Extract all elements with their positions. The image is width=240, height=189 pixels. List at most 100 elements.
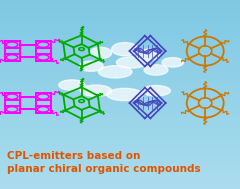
Bar <box>0 123 240 124</box>
Bar <box>0 43 240 44</box>
Bar <box>0 156 240 157</box>
Ellipse shape <box>142 85 170 96</box>
Bar <box>0 61 240 63</box>
Bar <box>0 176 240 178</box>
Ellipse shape <box>79 61 103 71</box>
Bar <box>0 28 240 30</box>
Bar <box>0 38 240 39</box>
Bar <box>0 183 240 184</box>
Bar <box>0 102 240 104</box>
Ellipse shape <box>138 49 160 60</box>
Ellipse shape <box>144 65 168 75</box>
Bar <box>0 175 240 176</box>
Bar <box>0 90 240 91</box>
Bar <box>0 146 240 148</box>
Bar <box>0 58 240 60</box>
Bar <box>0 80 240 82</box>
Bar <box>0 115 240 117</box>
Bar <box>0 117 240 118</box>
Bar <box>0 35 240 36</box>
Bar <box>0 33 240 35</box>
Bar <box>0 159 240 161</box>
Bar <box>0 169 240 170</box>
Bar <box>0 5 240 6</box>
Bar <box>0 25 240 27</box>
Bar <box>0 6 240 8</box>
Bar <box>0 109 240 110</box>
Bar <box>0 9 240 11</box>
Bar <box>0 162 240 164</box>
Ellipse shape <box>98 66 132 78</box>
Ellipse shape <box>80 85 112 96</box>
Bar <box>0 157 240 159</box>
Bar <box>0 96 240 98</box>
Bar <box>0 99 240 101</box>
Bar <box>0 20 240 22</box>
Bar <box>0 154 240 156</box>
Bar <box>0 187 240 189</box>
Bar <box>0 178 240 180</box>
Bar <box>0 65 240 66</box>
Bar <box>0 101 240 102</box>
Bar <box>0 22 240 24</box>
Bar <box>0 118 240 120</box>
Bar <box>0 94 240 96</box>
Bar <box>0 128 240 129</box>
Bar <box>0 32 240 33</box>
Bar <box>0 142 240 143</box>
Bar <box>0 104 240 105</box>
Bar <box>0 93 240 94</box>
Bar <box>0 145 240 146</box>
Bar <box>0 44 240 46</box>
Bar <box>0 13 240 14</box>
Bar <box>0 63 240 65</box>
Bar <box>0 39 240 41</box>
Ellipse shape <box>107 88 143 101</box>
Bar <box>0 14 240 16</box>
Bar <box>0 87 240 88</box>
Bar <box>0 173 240 175</box>
Bar <box>0 24 240 25</box>
Bar <box>0 30 240 32</box>
Bar <box>0 170 240 172</box>
Bar <box>0 181 240 183</box>
Bar <box>0 2 240 3</box>
Bar <box>0 139 240 140</box>
Bar <box>0 134 240 136</box>
Bar <box>0 113 240 115</box>
Bar <box>0 0 240 2</box>
Bar <box>0 126 240 128</box>
Bar <box>0 85 240 87</box>
Bar <box>0 60 240 61</box>
Bar <box>0 143 240 145</box>
Bar <box>0 74 240 76</box>
Bar <box>0 151 240 153</box>
Text: CPL-emitters based on
planar chiral organic compounds: CPL-emitters based on planar chiral orga… <box>7 151 201 174</box>
Bar <box>0 131 240 132</box>
Bar <box>0 16 240 17</box>
Bar <box>0 153 240 154</box>
Bar <box>0 124 240 126</box>
Bar <box>0 165 240 167</box>
Bar <box>0 55 240 57</box>
Bar <box>0 172 240 173</box>
Bar <box>0 50 240 52</box>
Bar <box>0 17 240 19</box>
Bar <box>0 8 240 9</box>
Bar <box>0 110 240 112</box>
Bar <box>0 71 240 72</box>
Bar <box>0 107 240 109</box>
Bar <box>0 148 240 150</box>
Bar <box>0 91 240 93</box>
Bar <box>0 41 240 43</box>
Bar <box>0 84 240 85</box>
Bar <box>0 112 240 113</box>
Bar <box>0 137 240 139</box>
Bar <box>0 47 240 49</box>
Ellipse shape <box>116 57 148 68</box>
Bar <box>0 136 240 137</box>
Ellipse shape <box>59 80 85 90</box>
Bar <box>0 105 240 107</box>
Bar <box>0 36 240 38</box>
Bar <box>0 79 240 80</box>
